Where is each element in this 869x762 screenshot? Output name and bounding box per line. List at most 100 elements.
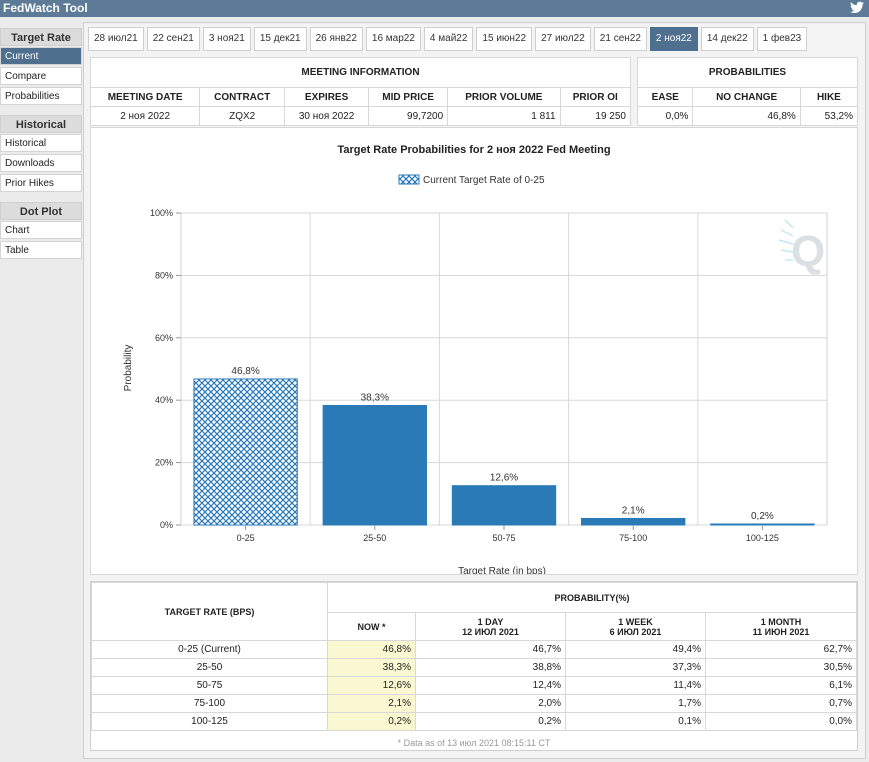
table-row: 50-75 12,6% 12,4% 11,4% 6,1% xyxy=(91,676,857,695)
rate-cell: 50-75 xyxy=(91,676,328,695)
table-row: 0-25 (Current) 46,8% 46,7% 49,4% 62,7% xyxy=(91,640,857,659)
col-1-month-date: 11 ИЮН 2021 xyxy=(752,626,810,637)
tab-14-dec22[interactable]: 14 дек22 xyxy=(700,27,754,51)
ease-value: 0,0% xyxy=(636,106,694,126)
tab-21-sep22[interactable]: 21 сен22 xyxy=(593,27,647,51)
meeting-date-value: 2 ноя 2022 xyxy=(89,106,201,126)
tab-28-jul21[interactable]: 28 июл21 xyxy=(88,27,144,51)
y-tick-label: 60% xyxy=(155,333,173,343)
rate-cell: 75-100 xyxy=(91,694,328,713)
probability-chart-svg: Target Rate Probabilities for 2 ноя 2022… xyxy=(123,144,828,577)
watermark-logo: Q xyxy=(778,219,825,276)
day-value-cell: 0,2% xyxy=(415,712,566,731)
now-value-cell: 2,1% xyxy=(327,694,416,713)
bar-50-75 xyxy=(451,485,557,526)
tab-26-jan22[interactable]: 26 янв22 xyxy=(309,27,363,51)
day-value-cell: 46,7% xyxy=(415,640,566,659)
table-row: 25-50 38,3% 38,8% 37,3% 30,5% xyxy=(91,658,857,677)
sidebar-section-dot-plot: Dot Plot xyxy=(0,202,82,220)
rate-cell: 0-25 (Current) xyxy=(91,640,328,659)
header-hike: HIKE xyxy=(799,87,859,107)
probability-chart: Target Rate Probabilities for 2 ноя 2022… xyxy=(90,127,858,577)
prior-oi-value: 19 250 xyxy=(559,106,632,126)
month-value-cell: 0,7% xyxy=(705,694,857,713)
rate-cell: 100-125 xyxy=(91,712,328,731)
header-mid-price: MID PRICE xyxy=(368,87,449,107)
col-1-week-date: 6 ИЮЛ 2021 xyxy=(609,626,662,637)
tab-1-feb23[interactable]: 1 фев23 xyxy=(756,27,808,51)
sidebar-item-probabilities[interactable]: Probabilities xyxy=(0,87,82,105)
legend-label[interactable]: Current Target Rate of 0-25 xyxy=(423,175,545,186)
table-row: 75-100 2,1% 2,0% 1,7% 0,7% xyxy=(91,694,857,713)
week-value-cell: 11,4% xyxy=(565,676,706,695)
target-rate-header: TARGET RATE (BPS) xyxy=(91,582,328,641)
day-value-cell: 2,0% xyxy=(415,694,566,713)
tab-3-nov21[interactable]: 3 ноя21 xyxy=(202,27,251,51)
col-1-day-date: 12 ИЮЛ 2021 xyxy=(462,626,519,637)
week-value-cell: 37,3% xyxy=(565,658,706,677)
tab-27-jul22[interactable]: 27 июл22 xyxy=(535,27,591,51)
col-1-week: 1 WEEK 6 ИЮЛ 2021 xyxy=(565,612,706,641)
app-title-bar: FedWatch Tool xyxy=(0,0,869,17)
bar-value-label: 46,8% xyxy=(231,366,259,377)
watermark-q: Q xyxy=(791,227,825,276)
watermark-lines xyxy=(778,219,794,261)
y-tick-label: 100% xyxy=(150,208,173,218)
sidebar-item-current[interactable]: Current xyxy=(0,47,82,65)
week-value-cell: 0,1% xyxy=(565,712,706,731)
month-value-cell: 6,1% xyxy=(705,676,857,695)
sidebar-item-prior-hikes[interactable]: Prior Hikes xyxy=(0,174,82,192)
now-value-cell: 46,8% xyxy=(327,640,416,659)
header-contract: CONTRACT xyxy=(199,87,286,107)
twitter-icon[interactable] xyxy=(850,1,864,14)
contract-value: ZQX2 xyxy=(199,106,286,126)
day-value-cell: 12,4% xyxy=(415,676,566,695)
bar-value-label: 38,3% xyxy=(361,393,389,404)
tab-15-dec21[interactable]: 15 дек21 xyxy=(253,27,307,51)
mid-price-value: 99,7200 xyxy=(368,106,449,126)
month-value-cell: 30,5% xyxy=(705,658,857,677)
bar-75-100 xyxy=(581,517,686,526)
header-expires: EXPIRES xyxy=(284,87,370,107)
sidebar-item-historical[interactable]: Historical xyxy=(0,134,82,152)
expires-value: 30 ноя 2022 xyxy=(284,106,370,126)
sidebar-item-downloads[interactable]: Downloads xyxy=(0,154,82,172)
tab-15-jun22[interactable]: 15 июн22 xyxy=(476,27,533,51)
x-tick-label: 0-25 xyxy=(237,533,255,543)
x-axis-label: Target Rate (in bps) xyxy=(458,566,546,574)
tab-2-nov22[interactable]: 2 ноя22 xyxy=(649,27,698,51)
app-title: FedWatch Tool xyxy=(3,1,88,15)
bar-25-50 xyxy=(322,405,427,526)
bar-value-label: 2,1% xyxy=(622,505,645,516)
sidebar-item-table[interactable]: Table xyxy=(0,241,82,259)
probability-header: PROBABILITY(%) xyxy=(327,582,857,613)
y-tick-label: 40% xyxy=(155,395,173,405)
probabilities-table: PROBABILITIES EASE NO CHANGE HIKE 0,0% 4… xyxy=(636,57,859,126)
legend-swatch xyxy=(398,174,420,185)
col-1-month-label: 1 MONTH xyxy=(760,616,802,627)
month-value-cell: 62,7% xyxy=(705,640,857,659)
data-timestamp-footnote: * Data as of 13 июл 2021 08:15:11 CT xyxy=(397,738,551,748)
tab-4-may22[interactable]: 4 май22 xyxy=(423,27,474,51)
no-change-value: 46,8% xyxy=(692,106,801,126)
probability-history-table: TARGET RATE (BPS) PROBABILITY(%) NOW * 1… xyxy=(91,582,857,731)
meeting-information-title: MEETING INFORMATION xyxy=(90,57,631,88)
y-tick-label: 20% xyxy=(155,458,173,468)
meeting-tabs: 28 июл21 22 сен21 3 ноя21 15 дек21 26 ян… xyxy=(88,27,810,51)
header-ease: EASE xyxy=(636,87,694,107)
bar-0-25 xyxy=(193,378,298,526)
sidebar-item-chart[interactable]: Chart xyxy=(0,221,82,239)
now-value-cell: 38,3% xyxy=(327,658,416,677)
tab-22-sep21[interactable]: 22 сен21 xyxy=(146,27,200,51)
y-axis-label: Probability xyxy=(123,345,134,392)
sidebar-section-target-rate: Target Rate xyxy=(0,28,82,46)
sidebar-item-compare[interactable]: Compare xyxy=(0,67,82,85)
col-1-week-label: 1 WEEK xyxy=(618,616,653,627)
tab-16-mar22[interactable]: 16 мар22 xyxy=(365,27,421,51)
header-prior-volume: PRIOR VOLUME xyxy=(447,87,561,107)
table-row: 100-125 0,2% 0,2% 0,1% 0,0% xyxy=(91,712,857,731)
month-value-cell: 0,0% xyxy=(705,712,857,731)
col-now-label: NOW * xyxy=(357,621,386,632)
probabilities-title: PROBABILITIES xyxy=(637,57,858,88)
week-value-cell: 49,4% xyxy=(565,640,706,659)
